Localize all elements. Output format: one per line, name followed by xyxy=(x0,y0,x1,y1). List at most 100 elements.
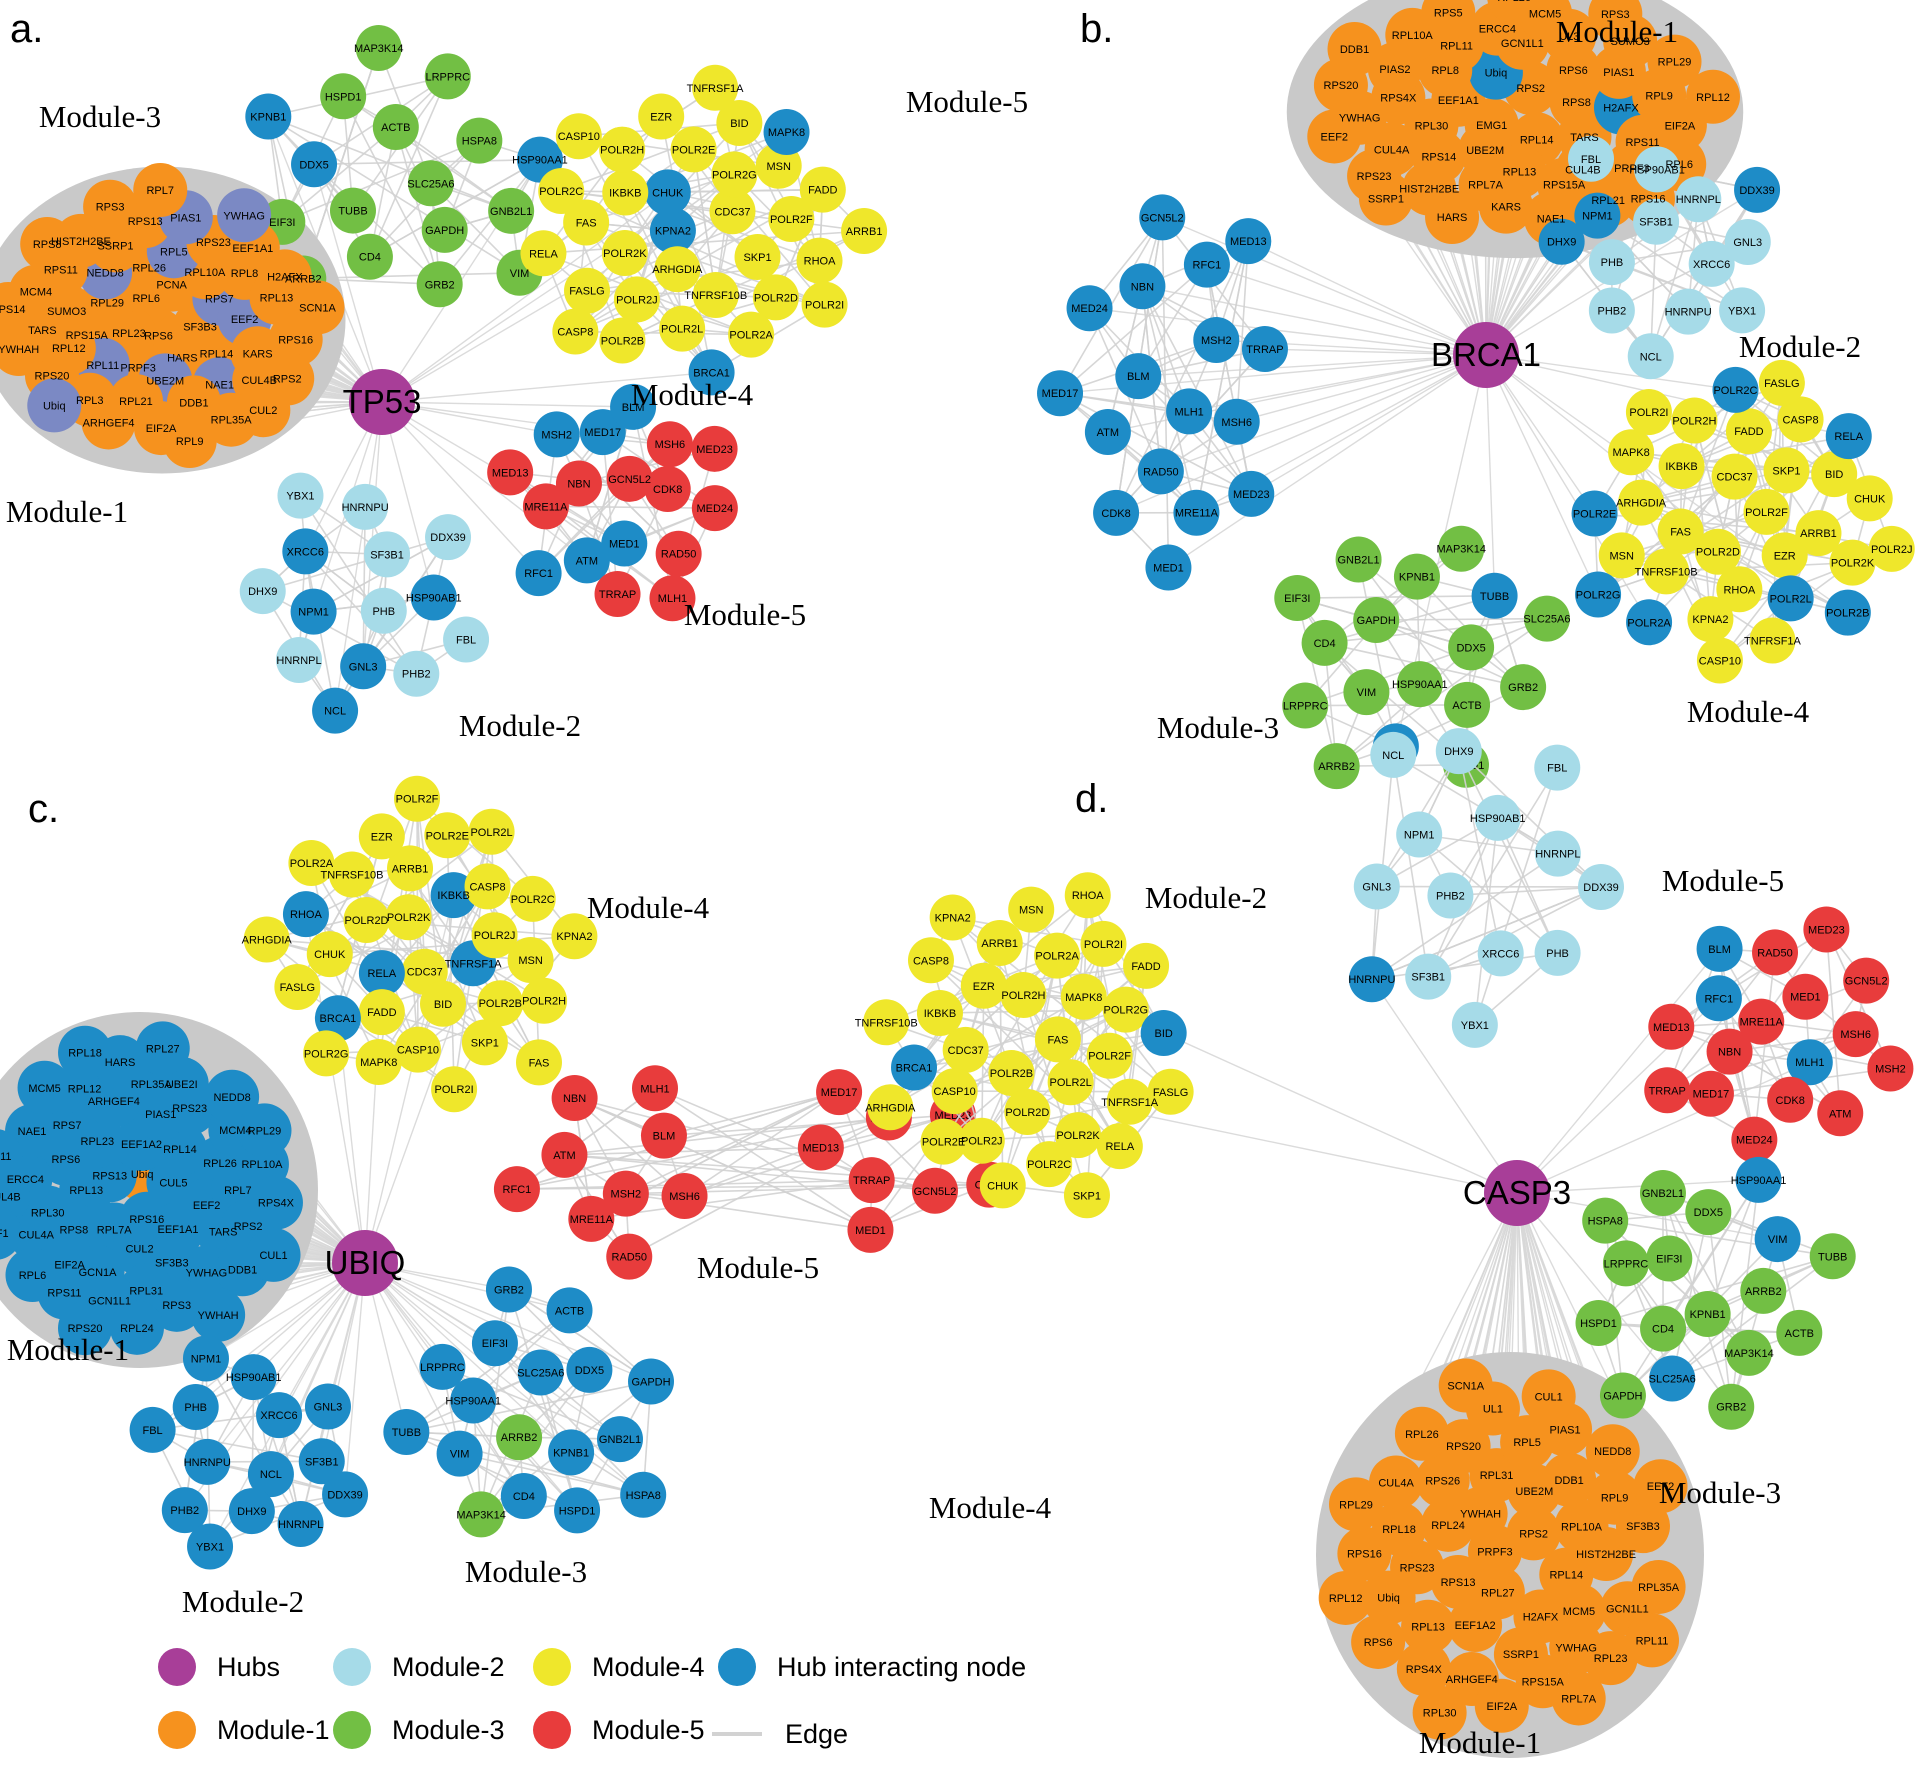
node-VIM xyxy=(436,1430,483,1477)
node-label-TNFRSF1A: TNFRSF1A xyxy=(687,83,745,95)
node-HARS xyxy=(1425,190,1480,245)
node-FADD xyxy=(799,166,846,213)
node-label-POLR2I: POLR2I xyxy=(1629,407,1668,419)
node-label-POLR2L: POLR2L xyxy=(1770,593,1812,605)
node-label-POLR2B: POLR2B xyxy=(1826,608,1869,620)
node-label-KPNB1: KPNB1 xyxy=(250,111,286,123)
node-label-POLR2H: POLR2H xyxy=(522,996,566,1008)
node-MED1 xyxy=(601,520,648,567)
node-BRCA1 xyxy=(314,995,361,1042)
node-label-RHOA: RHOA xyxy=(1723,584,1755,596)
node-label-IKBKB: IKBKB xyxy=(1665,461,1697,473)
node-label-RFC1: RFC1 xyxy=(1193,260,1222,272)
node-label-RPL10A: RPL10A xyxy=(1392,30,1434,42)
node-label-NPM1: NPM1 xyxy=(191,1353,222,1365)
node-label-MSH6: MSH6 xyxy=(1840,1029,1871,1041)
node-ATM xyxy=(1084,409,1131,456)
node-HSPD1 xyxy=(320,73,367,120)
node-FADD xyxy=(1123,942,1170,989)
node-ARRB2 xyxy=(1740,1267,1787,1314)
node-label-FADD: FADD xyxy=(1734,426,1763,438)
node-label-RPS20: RPS20 xyxy=(68,1323,103,1335)
node-label-RPS6: RPS6 xyxy=(144,331,173,343)
node-label-POLR2H: POLR2H xyxy=(1001,990,1045,1002)
node-label-RPL11: RPL11 xyxy=(1636,1635,1669,1647)
node-label-NCL: NCL xyxy=(1640,351,1662,363)
module-caption-a-Module-4: Module-4 xyxy=(631,377,754,412)
node-RPL27 xyxy=(135,1021,190,1076)
node-label-RPL35A: RPL35A xyxy=(131,1079,173,1091)
node-TNFRSF10B xyxy=(692,271,739,318)
node-label-YWHAG: YWHAG xyxy=(223,210,265,222)
node-label-YWHAH: YWHAH xyxy=(1460,1509,1501,1521)
node-NEDD8 xyxy=(1585,1424,1640,1479)
node-label-RPS23: RPS23 xyxy=(196,237,231,249)
node-label-RPS23: RPS23 xyxy=(1400,1562,1435,1574)
node-TNFRSF10B xyxy=(863,999,910,1046)
node-label-YBX1: YBX1 xyxy=(1728,305,1756,317)
node-label-RPL27: RPL27 xyxy=(146,1043,180,1055)
node-label-RHOA: RHOA xyxy=(290,909,322,921)
node-label-RPS3: RPS3 xyxy=(1601,9,1630,21)
node-PHB xyxy=(1534,929,1581,976)
node-label-POLR2F: POLR2F xyxy=(1088,1051,1131,1063)
node-Ubiq xyxy=(1361,1570,1416,1625)
node-PHB2 xyxy=(161,1487,208,1534)
node-KPNB1 xyxy=(245,93,292,140)
node-label-RPL7: RPL7 xyxy=(146,185,174,197)
node-label-CDC37: CDC37 xyxy=(1717,472,1753,484)
node-label-PIAS1: PIAS1 xyxy=(170,212,201,224)
node-label-RPL9: RPL9 xyxy=(176,436,204,448)
node-label-NBN: NBN xyxy=(1718,1047,1741,1059)
node-label-MCM4: MCM4 xyxy=(219,1125,251,1137)
node-EIF3I xyxy=(1274,575,1321,622)
node-CDC37 xyxy=(942,1026,989,1073)
node-KARS xyxy=(1479,179,1534,234)
node-label-ARHGDIA: ARHGDIA xyxy=(1616,498,1667,510)
node-label-DDX39: DDX39 xyxy=(1739,185,1774,197)
node-label-MSH6: MSH6 xyxy=(1221,417,1252,429)
node-label-ARRB2: ARRB2 xyxy=(1745,1286,1782,1298)
node-label-GNB2L1: GNB2L1 xyxy=(1337,554,1379,566)
node-label-RPL10A: RPL10A xyxy=(184,267,226,279)
node-label-PIAS1: PIAS1 xyxy=(1549,1424,1580,1436)
node-label-RPS16: RPS16 xyxy=(278,335,313,347)
node-RPL24 xyxy=(1421,1497,1476,1552)
node-RPS3 xyxy=(1588,0,1643,41)
module-caption-c-Module-1: Module-1 xyxy=(7,1332,129,1367)
node-label-YBX1: YBX1 xyxy=(196,1541,224,1553)
node-label-HSP90AB1: HSP90AB1 xyxy=(1470,813,1526,825)
node-label-POLR2D: POLR2D xyxy=(754,292,798,304)
node-HNRNPU xyxy=(342,483,389,530)
node-DDX5 xyxy=(1685,1189,1732,1236)
node-VIM xyxy=(1754,1216,1801,1263)
node-label-SSRP1: SSRP1 xyxy=(97,240,133,252)
node-label-CDK8: CDK8 xyxy=(1101,508,1130,520)
node-label-RPL29: RPL29 xyxy=(1339,1499,1373,1511)
node-label-PHB2: PHB2 xyxy=(1436,891,1465,903)
node-NBN xyxy=(555,460,602,507)
node-label-RPS14: RPS14 xyxy=(0,304,26,316)
node-label-FASLG: FASLG xyxy=(1764,378,1799,390)
legend: Hubs Module-2 Module-4 Hub interacting node… xyxy=(158,1648,1026,1749)
node-RPS20 xyxy=(58,1301,113,1356)
node-label-MSN: MSN xyxy=(518,955,543,967)
node-label-EEF1A1: EEF1A1 xyxy=(232,243,273,255)
node-label-MED1: MED1 xyxy=(609,538,640,550)
node-MED23 xyxy=(1228,470,1275,517)
node-label-LRPPRC: LRPPRC xyxy=(425,71,470,83)
node-MAP3K14 xyxy=(458,1491,505,1538)
node-ATM xyxy=(541,1131,588,1178)
node-MED13 xyxy=(487,449,534,496)
node-MSH6 xyxy=(1832,1011,1879,1058)
node-POLR2I xyxy=(1080,920,1127,967)
node-CASP10 xyxy=(1696,637,1743,684)
node-label-EEF2: EEF2 xyxy=(231,314,259,326)
node-FAS xyxy=(563,199,610,246)
node-RAD50 xyxy=(655,530,702,577)
node-label-FBL: FBL xyxy=(1547,763,1567,775)
node-label-RPL26: RPL26 xyxy=(1497,0,1531,4)
node-label-GCN1L1: GCN1L1 xyxy=(88,1295,131,1307)
node-label-RPL6: RPL6 xyxy=(132,293,160,305)
panel-letter-c: c. xyxy=(28,787,59,831)
